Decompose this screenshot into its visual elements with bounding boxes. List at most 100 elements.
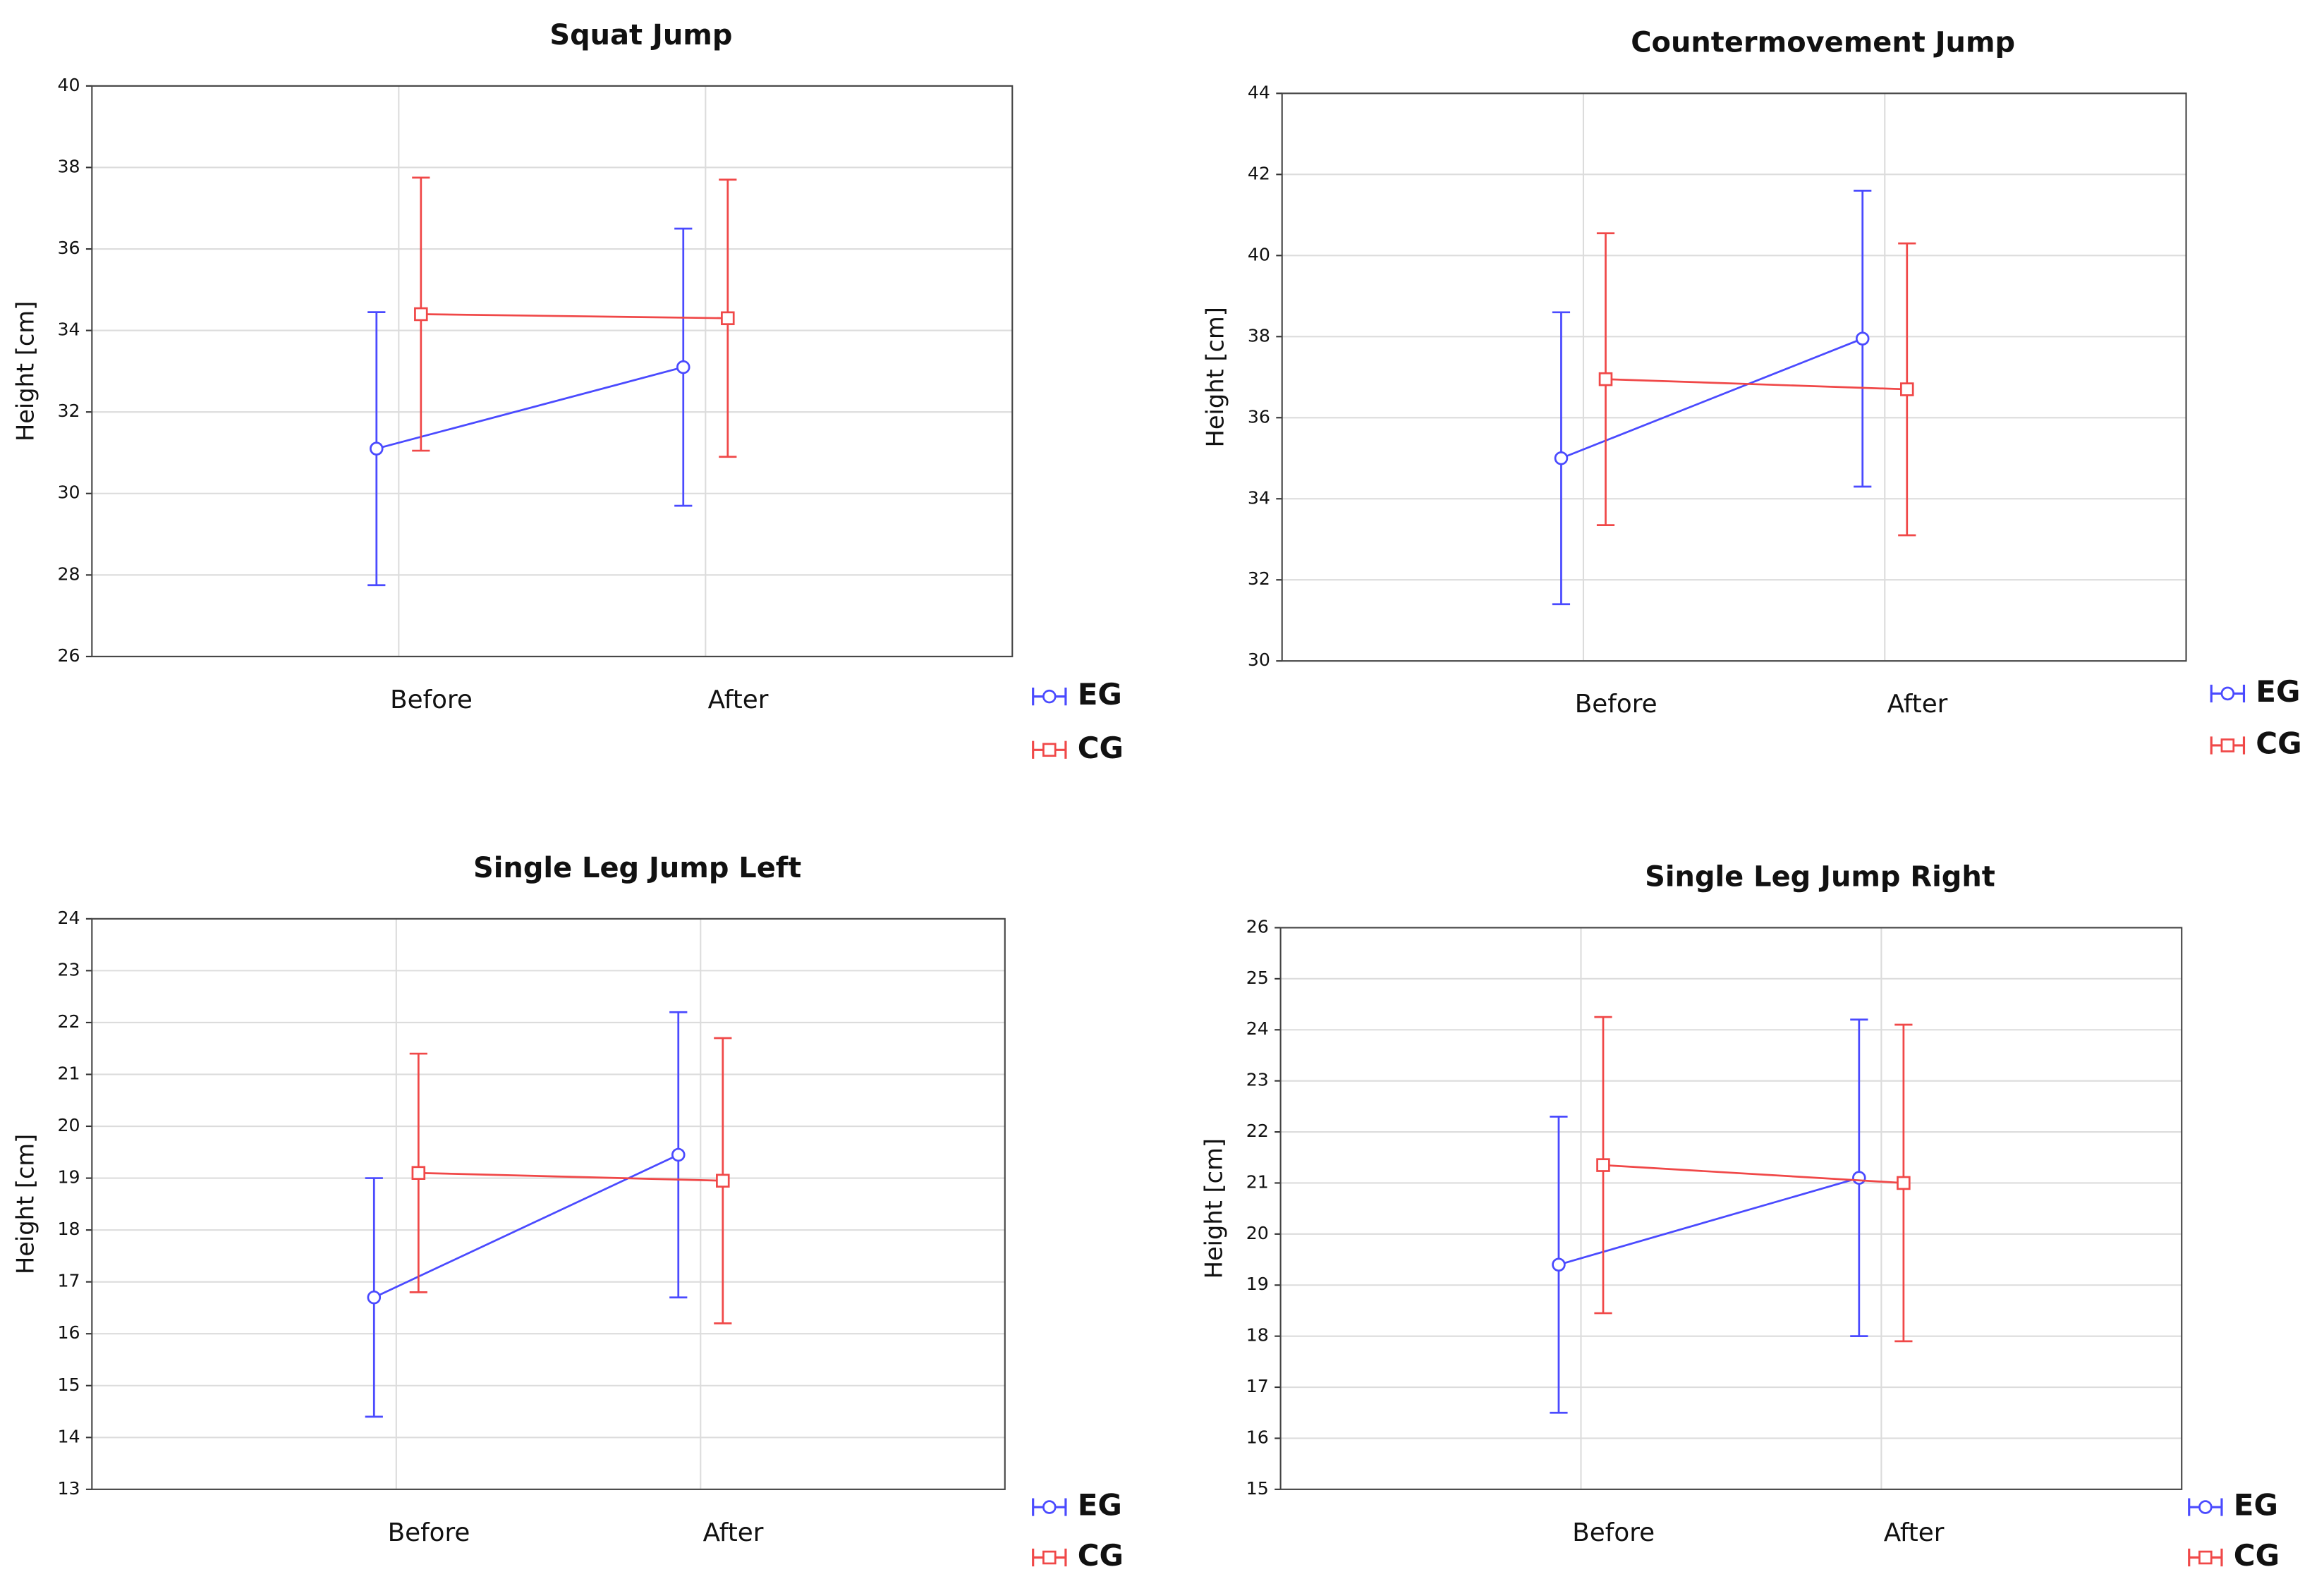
- y-tick-label: 23: [57, 959, 80, 980]
- data-point: [1598, 372, 1613, 386]
- y-tick-label: 20: [57, 1115, 80, 1135]
- y-tick-label: 15: [1246, 1478, 1269, 1499]
- legend-marker: [2220, 686, 2235, 701]
- plot-frame: [1279, 927, 2183, 1490]
- legend-label: EG: [1078, 677, 1122, 712]
- legend-label: CG: [1078, 1538, 1124, 1573]
- x-tick-label: After: [703, 1518, 764, 1547]
- legend-label: CG: [1078, 731, 1124, 765]
- y-tick-label: 38: [1248, 325, 1270, 346]
- y-tick-label: 24: [1246, 1018, 1269, 1039]
- y-tick-label: 34: [57, 319, 80, 340]
- y-tick-label: 21: [57, 1063, 80, 1083]
- legend-label: CG: [2234, 1538, 2280, 1573]
- y-tick-label: 32: [1248, 568, 1270, 589]
- y-tick-label: 30: [1248, 650, 1270, 670]
- chart-title: Single Leg Jump Right: [1645, 861, 1995, 894]
- data-point: [671, 1147, 686, 1162]
- y-tick-label: 20: [1246, 1223, 1269, 1243]
- y-tick-label: 34: [1248, 487, 1270, 508]
- series-line: [1560, 337, 1863, 460]
- y-tick-label: 24: [57, 908, 80, 928]
- series-line: [1558, 1176, 1860, 1266]
- data-point: [676, 360, 690, 374]
- x-tick-label: After: [1884, 1518, 1945, 1547]
- x-tick-label: After: [708, 685, 769, 714]
- legend-marker: [2198, 1500, 2213, 1514]
- y-tick-label: 30: [57, 482, 80, 503]
- data-point: [721, 311, 735, 326]
- series-line: [1602, 1164, 1904, 1184]
- data-point: [414, 307, 428, 322]
- data-point: [367, 1290, 382, 1305]
- data-point: [1855, 331, 1870, 346]
- y-tick-label: 13: [57, 1478, 80, 1499]
- plot-frame: [91, 918, 1006, 1490]
- legend-marker: [2220, 738, 2235, 752]
- y-tick-label: 26: [57, 645, 80, 666]
- y-tick-label: 40: [1248, 244, 1270, 264]
- data-point: [1596, 1158, 1610, 1172]
- y-tick-label: 17: [1246, 1376, 1269, 1396]
- y-tick-label: 21: [1246, 1171, 1269, 1192]
- y-tick-label: 15: [57, 1374, 80, 1395]
- legend-marker: [1042, 689, 1057, 704]
- y-tick-label: 17: [57, 1271, 80, 1291]
- y-tick-label: 42: [1248, 163, 1270, 183]
- y-tick-label: 19: [57, 1167, 80, 1188]
- y-tick-label: 16: [1246, 1427, 1269, 1447]
- y-tick-label: 23: [1246, 1070, 1269, 1090]
- legend-marker: [1042, 1500, 1057, 1514]
- data-point: [1852, 1171, 1866, 1185]
- data-point: [1897, 1176, 1911, 1190]
- chart-title: Countermovement Jump: [1631, 27, 2015, 59]
- y-tick-label: 32: [57, 401, 80, 421]
- y-tick-label: 25: [1246, 968, 1269, 988]
- x-tick-label: Before: [388, 1518, 470, 1547]
- y-tick-label: 36: [1248, 406, 1270, 427]
- legend-marker: [1042, 743, 1057, 757]
- data-point: [411, 1166, 426, 1180]
- legend-marker: [2198, 1550, 2213, 1565]
- legend-label: EG: [2256, 674, 2300, 709]
- y-axis-label: Height [cm]: [1202, 307, 1229, 447]
- x-tick-label: Before: [1575, 690, 1657, 719]
- series-line: [1605, 378, 1907, 391]
- y-axis-label: Height [cm]: [1200, 1138, 1228, 1279]
- plot-frame: [91, 85, 1014, 657]
- y-tick-label: 40: [57, 75, 80, 95]
- y-tick-label: 14: [57, 1426, 80, 1446]
- y-tick-label: 19: [1246, 1274, 1269, 1294]
- x-tick-label: Before: [390, 685, 473, 714]
- y-axis-label: Height [cm]: [11, 1134, 39, 1274]
- data-point: [370, 441, 384, 456]
- y-tick-label: 18: [1246, 1325, 1269, 1346]
- legend-label: EG: [2234, 1488, 2278, 1523]
- series-line: [418, 1171, 723, 1182]
- y-tick-label: 22: [57, 1011, 80, 1032]
- y-tick-label: 22: [1246, 1121, 1269, 1141]
- y-tick-label: 36: [57, 238, 80, 258]
- y-axis-label: Height [cm]: [11, 301, 39, 441]
- plot-frame: [1281, 92, 2187, 662]
- legend-label: CG: [2256, 726, 2301, 760]
- y-tick-label: 28: [57, 563, 80, 584]
- data-point: [716, 1174, 730, 1188]
- data-point: [1554, 451, 1569, 465]
- data-point: [1552, 1257, 1566, 1272]
- chart-title: Squat Jump: [549, 19, 732, 51]
- y-tick-label: 18: [57, 1219, 80, 1239]
- chart-title: Single Leg Jump Left: [473, 852, 801, 884]
- legend-marker: [1042, 1550, 1057, 1565]
- series-line: [420, 313, 728, 319]
- x-tick-label: After: [1887, 690, 1948, 719]
- y-tick-label: 16: [57, 1322, 80, 1343]
- y-tick-label: 26: [1246, 916, 1269, 937]
- legend-label: EG: [1078, 1488, 1122, 1523]
- y-tick-label: 38: [57, 156, 80, 176]
- y-tick-label: 44: [1248, 82, 1270, 102]
- series-line: [376, 366, 684, 450]
- x-tick-label: Before: [1572, 1518, 1655, 1547]
- data-point: [1900, 382, 1914, 396]
